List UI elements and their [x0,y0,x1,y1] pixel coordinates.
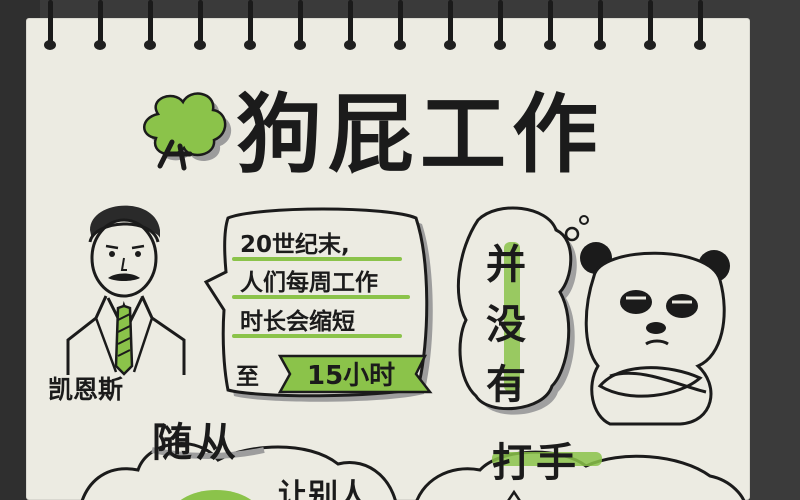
spiral-ring [194,0,206,56]
spiral-ring [294,0,306,56]
bottom-right-highlight [492,452,602,466]
page-title: 狗屁工作 [236,85,604,185]
bottom-left-label: 随从 [152,420,240,466]
spiral-wire [448,0,453,48]
binding-hole [494,40,506,50]
speech-line-2: 人们每周工作 [240,270,378,296]
vertical-highlight [504,242,520,392]
speech-prefix: 至 [236,364,259,390]
binding-hole [94,40,106,50]
tree-doodle-icon [143,92,232,171]
hours-banner-shape [277,354,433,394]
spiral-ring [344,0,356,56]
speech-bubble: 20世纪末, 人们每周工作 时长会缩短 [212,205,422,395]
cloud-char-2: 没 [486,302,526,348]
table-background-right [750,0,800,500]
bottom-partial-text: 让别人 [278,478,368,500]
binding-hole [344,40,356,50]
binding-hole [594,40,606,50]
spiral-wire [148,0,153,48]
highlight-line-1 [232,257,402,261]
binding-hole [394,40,406,50]
spiral-wire [648,0,653,48]
cloud-char-3: 有 [486,362,526,408]
hours-banner: 15小时 [283,355,428,391]
binding-hole [694,40,706,50]
binding-hole [144,40,156,50]
spiral-wire [98,0,103,48]
highlight-line-2 [232,295,410,299]
spiral-ring [594,0,606,56]
spiral-wire [548,0,553,48]
speech-line-1: 20世纪末, [240,232,350,258]
spiral-wire [298,0,303,48]
cloud-char-1: 并 [486,242,526,288]
spiral-ring [444,0,456,56]
bottom-right-label: 打手 [492,440,580,486]
binding-hole [444,40,456,50]
spiral-wire [198,0,203,48]
binding-hole [194,40,206,50]
bottom-left-cloud [80,442,397,500]
spiral-wire [398,0,403,48]
spiral-ring [244,0,256,56]
spiral-ring [644,0,656,56]
spiral-wire [498,0,503,48]
bottom-left-underline [151,447,265,459]
person-label: 凯恩斯 [48,375,124,404]
panda-doodle-icon [580,242,730,426]
spiral-ring [394,0,406,56]
spiral-wire [248,0,253,48]
highlight-line-3 [232,334,402,338]
spiral-ring [94,0,106,56]
spiral-ring [144,0,156,56]
spiral-ring [544,0,556,56]
spiral-ring [44,0,56,56]
spiral-ring [494,0,506,56]
speech-line-3: 时长会缩短 [240,309,355,335]
spiral-binding-icon [44,0,744,54]
binding-hole [294,40,306,50]
spiral-wire [48,0,53,48]
binding-hole [44,40,56,50]
binding-hole [544,40,556,50]
keynes-portrait-icon [66,205,186,376]
hours-text: 15小时 [307,361,396,391]
binding-hole [644,40,656,50]
spiral-wire [698,0,703,48]
spiral-wire [348,0,353,48]
spiral-ring [694,0,706,56]
binding-hole [244,40,256,50]
spiral-wire [598,0,603,48]
